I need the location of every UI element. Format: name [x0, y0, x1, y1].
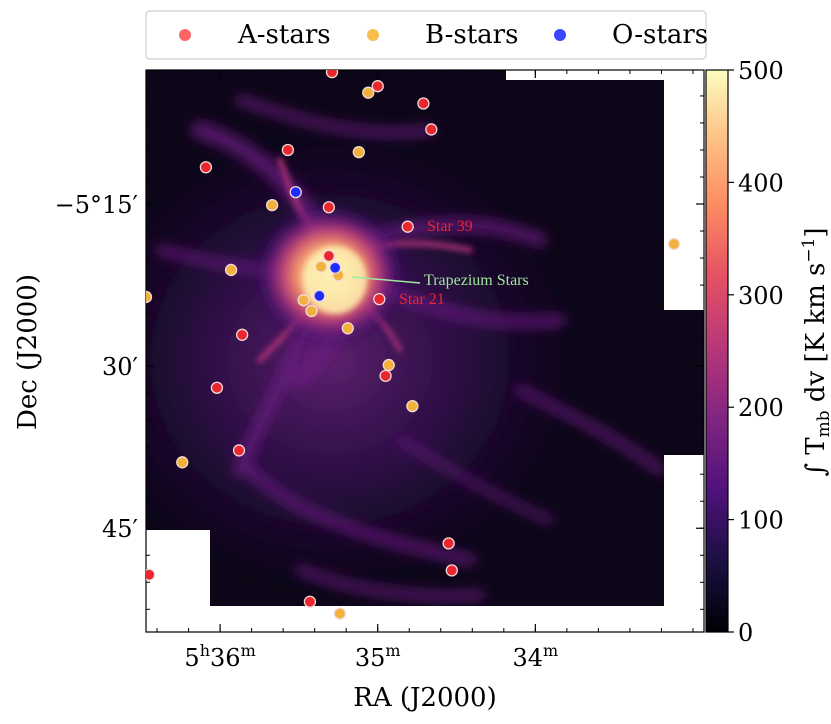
colorbar-label-sub: mb	[814, 410, 831, 437]
point-a-stars	[442, 537, 455, 550]
point-b-stars	[265, 198, 279, 212]
point-a-stars	[281, 143, 295, 157]
colorbar-gradient	[705, 69, 729, 633]
point-b-stars	[406, 399, 419, 413]
point-a-stars	[146, 568, 156, 581]
point-b-stars	[297, 294, 310, 307]
colorbar-tick-label: 200	[738, 394, 784, 422]
annotation-trapezium-arrow	[351, 276, 421, 284]
colorbar-tick-label: 0	[738, 619, 753, 647]
point-o-stars	[313, 289, 326, 303]
x-axis-title: RA (J2000)	[353, 683, 497, 713]
colorbar-label-sup: −1	[799, 238, 819, 263]
y-tick-label: 30′	[102, 353, 138, 381]
point-a-stars	[295, 655, 306, 666]
point-a-stars	[322, 201, 335, 214]
colorbar-tick-label: 300	[738, 282, 784, 310]
colorbar-tick-label: 100	[738, 507, 784, 535]
point-a-stars	[210, 381, 224, 394]
point-b-stars	[146, 290, 153, 304]
y-axis: −5°15′ 30′ 45′	[55, 95, 704, 610]
scatter-points	[146, 70, 681, 676]
point-a-stars	[371, 80, 384, 93]
point-a-stars	[303, 595, 317, 608]
point-o-stars	[329, 261, 342, 274]
point-b-stars	[667, 237, 681, 251]
point-a-stars	[425, 123, 438, 136]
point-a-stars	[199, 161, 213, 174]
colorbar-ticks: 0 100 200 300 400 500	[728, 57, 784, 647]
intensity-map	[146, 70, 704, 606]
y-axis-title: Dec (J2000)	[13, 274, 43, 430]
legend-label-a-stars: A-stars	[237, 20, 331, 50]
y-tick-label: −5°15′	[55, 191, 138, 219]
point-a-stars	[417, 97, 430, 110]
point-a-stars	[373, 292, 386, 306]
y-tick-label: 45′	[102, 515, 138, 543]
legend-label-o-stars: O-stars	[612, 20, 708, 50]
point-b-stars	[352, 145, 365, 159]
legend-label-b-stars: B-stars	[425, 20, 518, 50]
colorbar-tick-label: 500	[738, 57, 784, 85]
x-tick-label: 34m	[512, 641, 558, 672]
legend-marker-a-stars	[179, 29, 191, 41]
colorbar-tick-label: 400	[738, 169, 784, 197]
x-tick-label: 35m	[355, 641, 401, 672]
plot-frame	[145, 69, 705, 633]
legend-marker-o-stars	[554, 29, 566, 41]
legend-marker-b-stars	[367, 29, 379, 41]
colorbar: 0 100 200 300 400 500	[705, 57, 784, 647]
point-a-stars	[325, 70, 339, 79]
point-b-stars	[333, 607, 347, 620]
colorbar-label: ∫ Tmb dv [K km s−1]	[799, 227, 831, 476]
annotation-star-21: Star 21	[399, 291, 445, 308]
point-b-stars	[362, 86, 375, 99]
point-a-stars	[322, 249, 335, 263]
point-b-stars	[342, 665, 353, 676]
colorbar-label-integral: ∫ T	[801, 437, 831, 477]
point-a-stars	[232, 444, 246, 457]
point-b-stars	[341, 322, 354, 335]
annotation-trapezium-stars: Trapezium Stars	[424, 272, 529, 289]
point-b-stars	[314, 260, 328, 273]
point-b-stars	[176, 456, 189, 469]
legend: A-stars B-stars O-stars	[145, 10, 708, 60]
x-tick-label: 5h36m	[184, 641, 255, 672]
point-b-stars	[224, 263, 238, 277]
point-a-stars	[445, 564, 458, 577]
x-axis: 5h36m 35m 34m	[156, 70, 694, 672]
annotations: Star 39 Star 21 Trapezium Stars	[351, 218, 529, 308]
point-a-stars	[236, 328, 249, 341]
colorbar-label-mid: dv [K km s	[801, 263, 831, 411]
point-a-stars	[379, 369, 392, 383]
point-a-stars	[401, 220, 414, 233]
point-b-stars	[305, 304, 318, 318]
point-o-stars	[289, 185, 302, 199]
legend-box	[145, 10, 707, 60]
point-b-stars	[382, 358, 395, 372]
point-o-stars	[303, 652, 314, 663]
annotation-star-39: Star 39	[427, 218, 473, 235]
colorbar-label-end: ]	[801, 227, 831, 237]
